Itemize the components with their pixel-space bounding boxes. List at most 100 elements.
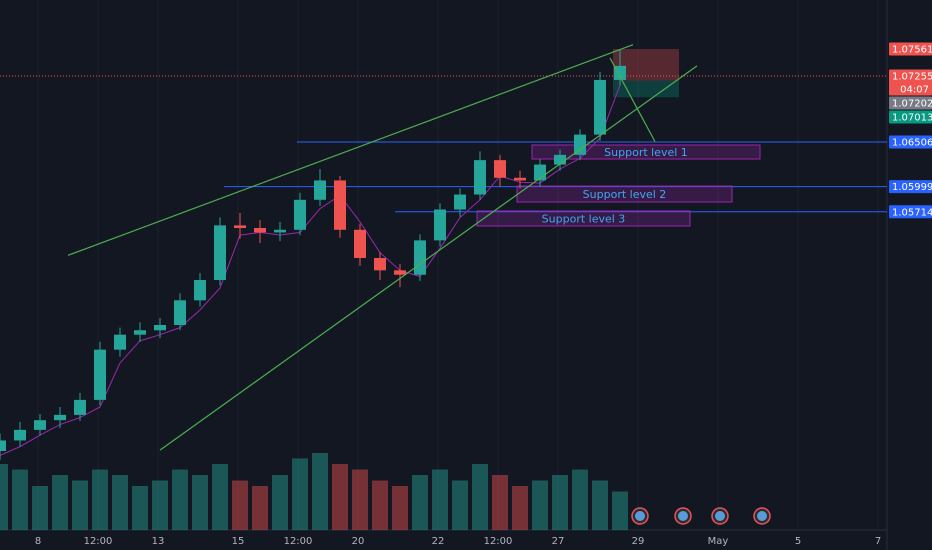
candle-body	[234, 225, 246, 229]
x-tick-label: 5	[795, 536, 801, 547]
support-label: Support level 1	[604, 146, 688, 159]
price-label: 1.07013	[892, 112, 932, 123]
candle-body	[554, 154, 566, 165]
volume-bar	[512, 486, 528, 530]
price-label: 1.07202	[892, 98, 932, 109]
volume-bar	[572, 469, 588, 530]
volume-bar	[32, 486, 48, 530]
candle-body	[0, 440, 6, 452]
candle-body	[74, 399, 86, 415]
support-label: Support level 2	[583, 188, 667, 201]
price-label-bg	[889, 110, 932, 124]
candle-body	[474, 160, 486, 195]
volume-bar	[92, 469, 108, 530]
price-label-bg	[889, 96, 932, 110]
x-tick-label: 29	[632, 536, 645, 547]
volume-bar	[152, 480, 168, 530]
support-box	[476, 210, 691, 227]
x-tick-label: May	[708, 536, 729, 547]
candle-body	[54, 414, 66, 421]
trend-line	[609, 57, 656, 142]
volume-bar	[332, 464, 348, 530]
candle-body	[274, 229, 286, 233]
x-tick-label: 22	[432, 536, 445, 547]
volume-bar	[352, 469, 368, 530]
candle-body	[214, 225, 226, 281]
candle-body	[614, 65, 626, 80]
volume-bar	[72, 480, 88, 530]
candle-body	[374, 257, 386, 271]
price-label-bg	[889, 205, 932, 219]
candle-body	[334, 180, 346, 230]
candle-body	[414, 240, 426, 275]
volume-bar	[452, 480, 468, 530]
price-label: 1.05999	[892, 182, 932, 193]
candle-body	[494, 160, 506, 178]
volume-bar	[232, 480, 248, 530]
volume-bar	[472, 464, 488, 530]
volume-bar	[272, 475, 288, 530]
candle-body	[454, 194, 466, 210]
candle-body	[574, 134, 586, 155]
price-label: 1.07255	[892, 71, 932, 82]
price-label-bg	[889, 180, 932, 194]
volume-bar	[552, 475, 568, 530]
candle-body	[354, 229, 366, 258]
volume-bar	[172, 469, 188, 530]
candle-body	[194, 280, 206, 301]
volume-bar	[392, 486, 408, 530]
x-tick-label: 7	[875, 536, 881, 547]
event-icon-inner	[757, 511, 767, 521]
support-label: Support level 3	[542, 213, 626, 226]
candle-body	[254, 228, 266, 233]
candle-body	[294, 199, 306, 230]
x-tick-label: 13	[152, 536, 165, 547]
volume-bar	[372, 480, 388, 530]
volume-bar	[432, 469, 448, 530]
volume-bar	[212, 464, 228, 530]
trend-line	[67, 44, 634, 256]
volume-bar	[612, 491, 628, 530]
volume-bar	[292, 458, 308, 530]
candle-body	[594, 79, 606, 135]
x-tick-label: 12:00	[484, 536, 513, 547]
volume-bar	[492, 475, 508, 530]
price-label-bg	[889, 42, 932, 56]
candle-body	[94, 349, 106, 400]
support-box	[531, 144, 761, 160]
price-label-bg	[889, 69, 932, 96]
countdown-label: 04:07	[900, 84, 929, 95]
volume-bar	[0, 464, 8, 530]
x-tick-label: 8	[35, 536, 41, 547]
volume-bar	[12, 469, 28, 530]
volume-bar	[312, 453, 328, 530]
x-tick-label: 27	[552, 536, 565, 547]
price-label-bg	[889, 135, 932, 149]
volume-bar	[112, 475, 128, 530]
candle-body	[34, 420, 46, 430]
trend-line	[159, 65, 698, 451]
x-tick-label: 12:00	[284, 536, 313, 547]
candle-body	[394, 270, 406, 275]
candle-body	[434, 209, 446, 241]
price-label: 1.07561	[892, 45, 932, 56]
candle-body	[154, 324, 166, 331]
x-tick-label: 12:00	[84, 536, 113, 547]
candle-body	[174, 300, 186, 325]
candle-body	[314, 180, 326, 200]
volume-bar	[412, 475, 428, 530]
price-label: 1.05714	[892, 207, 932, 218]
event-icon-inner	[635, 511, 645, 521]
volume-bar	[52, 475, 68, 530]
candle-body	[14, 429, 26, 441]
event-icon-inner	[678, 511, 688, 521]
volume-bar	[192, 475, 208, 530]
price-label: 1.06506	[892, 137, 932, 148]
candle-body	[114, 334, 126, 350]
x-tick-label: 15	[232, 536, 245, 547]
volume-bar	[532, 480, 548, 530]
candle-body	[514, 177, 526, 181]
